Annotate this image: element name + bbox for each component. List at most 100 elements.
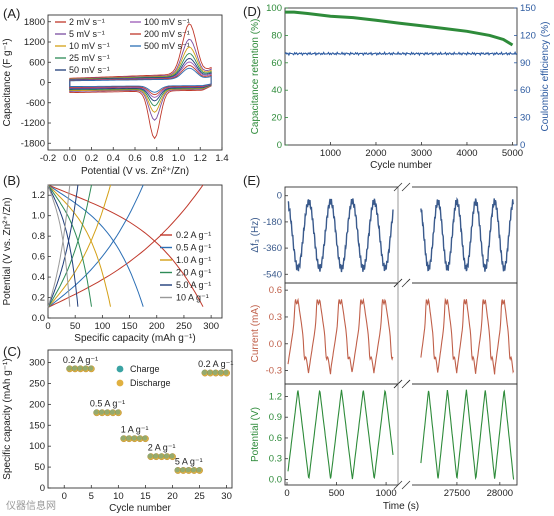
- panel-c-xtick-label: 25: [194, 491, 205, 502]
- panel-b-discharge-line: [47, 184, 144, 307]
- panel-b-ytick-label: 1.2: [32, 190, 45, 201]
- panel-d-xtick-label: 2000: [365, 148, 386, 159]
- panel-e-ylabel: Current (mA): [250, 305, 261, 363]
- panel-a-label: (A): [3, 6, 20, 21]
- panel-c-charge-point: [147, 453, 153, 459]
- panel-b-charge-line: [47, 184, 92, 308]
- panel-e-xtick-label: 500: [329, 488, 345, 499]
- panel-b-xtick-label: 50: [70, 321, 81, 332]
- panel-e-label: (E): [243, 173, 260, 188]
- panel-d-retention-line: [285, 10, 514, 47]
- panel-c-charge-point: [169, 453, 175, 459]
- panel-c-discharge-point: [114, 409, 122, 417]
- panel-d-ytick-label: 0: [277, 140, 282, 151]
- panel-c-charge-point: [212, 369, 218, 375]
- panel-b-charge-line: [47, 184, 71, 308]
- panel-b-xtick-label: 0: [45, 321, 50, 332]
- panel-d-ytick-label: 80: [271, 30, 282, 41]
- panel-d-ytick-right-label: 120: [520, 30, 536, 41]
- panel-e-break-mark: [393, 379, 403, 389]
- panel-c-discharge-point: [223, 369, 230, 377]
- panel-a-legend-label: 25 mV s⁻¹: [69, 53, 110, 63]
- panel-c-legend-discharge-label: Discharge: [130, 378, 171, 388]
- panel-b-legend-label: 10 A g⁻¹: [176, 293, 209, 303]
- panel-e: (E) 0 -180 -360 -540 Δf₃ (Hz) -0.3 0.0 0.3 0.6 Cur…: [243, 173, 518, 512]
- panel-e-ytick-label: 0: [277, 191, 282, 202]
- panel-b-charge-line: [47, 184, 144, 308]
- panel-c-xtick-label: 5: [89, 491, 94, 502]
- panel-d-xlabel: Cycle number: [370, 160, 432, 171]
- panel-a-ytick-label: 600: [29, 57, 45, 68]
- panel-e-axis-break: [398, 186, 412, 284]
- panel-c-xlabel: Cycle number: [109, 503, 171, 514]
- panel-b-xlabel: Specific capacity (mAh g⁻¹): [74, 333, 195, 344]
- panel-c-charge-point: [115, 409, 121, 415]
- panel-c-xtick-label: 0: [62, 491, 67, 502]
- panel-b-legend-label: 1.0 A g⁻¹: [176, 255, 211, 265]
- panel-c-ytick-label: 0: [40, 483, 45, 494]
- panel-c-charge-point: [120, 435, 126, 441]
- panel-c-charge-point: [136, 435, 142, 441]
- panel-b-discharge-line: [47, 184, 71, 307]
- panel-d-ytick-right-label: 0: [520, 140, 525, 151]
- panel-c-ytick-label: 150: [29, 420, 45, 431]
- panel-c-charge-point: [131, 435, 137, 441]
- panel-b-charge-line: [47, 184, 204, 308]
- panel-a-ytick-label: -600: [26, 98, 45, 109]
- panel-c-discharge-point: [196, 467, 203, 474]
- panel-e-break-mark: [393, 278, 403, 288]
- panel-b-ylabel: Potential (V vs. Zn²⁺/Zn): [2, 197, 13, 305]
- panel-c-charge-point: [153, 453, 159, 459]
- panel-c-group-label: 1 A g⁻¹: [121, 425, 149, 435]
- panel-c-charge-point: [217, 369, 224, 375]
- panel-e-axis-break: [398, 282, 412, 385]
- panel-c-ytick-label: 100: [29, 441, 45, 452]
- panel-d-ytick-right-label: 60: [520, 85, 531, 96]
- panel-c-legend-discharge-marker: [116, 379, 124, 387]
- panel-c-charge-point: [125, 435, 132, 441]
- panel-a-ytick-label: -1200: [21, 118, 45, 129]
- panel-e-xtick-label: 0: [284, 488, 289, 499]
- panel-d-ytick-right-label: 150: [520, 3, 536, 14]
- panel-c-ytick-label: 200: [29, 399, 45, 410]
- panel-d-label: (D): [243, 4, 261, 19]
- panel-c-discharge-point: [169, 453, 176, 461]
- panel-e-ytick-label: 0.0: [269, 339, 282, 350]
- panel-d-ytick-label: 20: [271, 113, 282, 124]
- panel-b-discharge-line: [47, 184, 79, 307]
- panel-e-xlabel: Time (s): [383, 501, 419, 512]
- panel-e-ytick-label: 0.9: [269, 412, 282, 423]
- panel-c-charge-point: [174, 467, 180, 473]
- panel-d-xtick-label: 1000: [320, 148, 341, 159]
- panel-b-legend-label: 0.2 A g⁻¹: [176, 230, 211, 240]
- panel-c-group-label: 5 A g⁻¹: [175, 456, 203, 466]
- panel-c-charge-point: [71, 365, 78, 371]
- panel-c-charge-point: [109, 409, 115, 415]
- panel-e-signal-line: [287, 198, 394, 273]
- panel-d-ytick-label: 40: [271, 85, 282, 96]
- panel-c-charge-point: [88, 365, 94, 371]
- panel-e-signal-line: [420, 389, 515, 481]
- panel-a-xtick-label: 0.8: [150, 153, 163, 164]
- panel-a-ytick-label: 0: [40, 78, 45, 89]
- panel-b-xtick-label: 300: [203, 321, 219, 332]
- panel-c-charge-point: [104, 409, 110, 415]
- panel-e-ytick-label: -360: [263, 243, 282, 254]
- panel-c-charge-point: [158, 453, 164, 459]
- panel-b-discharge-line: [47, 184, 204, 307]
- panel-e-ytick-label: 0.6: [269, 433, 282, 444]
- panel-a-ylabel: Capacitance (F g⁻¹): [2, 38, 13, 126]
- panel-e-break-mark: [401, 480, 411, 490]
- panel-d-xtick-label: 5000: [502, 148, 523, 159]
- panel-d-ylabel: Capacitance retention (%): [250, 19, 261, 135]
- panel-e-ytick-label: -540: [263, 269, 282, 280]
- panel-b-xtick-label: 150: [122, 321, 138, 332]
- panel-e-ytick-label: -180: [263, 217, 282, 228]
- panel-d-ytick-right-label: 30: [520, 113, 531, 124]
- panel-d-ytick-right-label: 90: [520, 58, 531, 69]
- panel-d-xtick-label: 4000: [456, 148, 477, 159]
- panel-c-charge-point: [93, 409, 99, 415]
- panel-e-xtick-label: 1000: [376, 488, 397, 499]
- panel-b-discharge-line: [47, 184, 92, 307]
